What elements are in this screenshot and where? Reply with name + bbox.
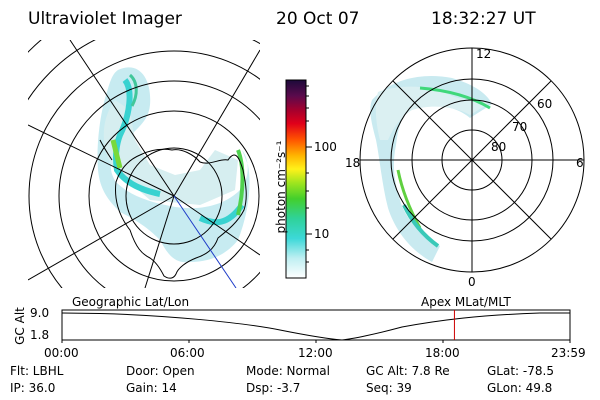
mode-info: Mode: Normal	[246, 364, 330, 378]
timeline-x-tick-0600: 06:00	[170, 346, 205, 360]
timeline-y-tick-1-8: 1.8	[30, 328, 50, 342]
colorbar-unit-label: photon cm⁻²s⁻¹	[274, 140, 288, 234]
mlat-label-60: 60	[537, 97, 553, 111]
polar-mlt-lines	[360, 48, 584, 272]
filter-info: Flt: LBHL	[10, 364, 64, 378]
mlt-label-18: 18	[345, 156, 361, 170]
dsp-info: Dsp: -3.7	[246, 381, 301, 395]
timeline-y-axis-label: GC Alt	[13, 307, 27, 345]
colorbar-tick-100: 100	[314, 140, 337, 154]
mlat-label-70: 70	[512, 120, 528, 134]
sun-direction-line	[173, 195, 237, 288]
timeline-x-tick-1200: 12:00	[298, 346, 333, 360]
meridian-lines	[28, 40, 260, 288]
time-label: 18:32:27 UT	[431, 9, 536, 29]
timeline-left-caption: Geographic Lat/Lon	[72, 295, 190, 309]
ip-info: IP: 36.0	[10, 381, 56, 395]
mlt-label-6: 6	[576, 156, 584, 170]
instrument-title: Ultraviolet Imager	[28, 9, 182, 29]
antarctica-coastline	[115, 148, 247, 279]
geographic-map	[28, 40, 260, 288]
altitude-curve	[61, 312, 570, 341]
latitude-circles	[28, 40, 260, 288]
gc-alt-info: GC Alt: 7.8 Re	[366, 364, 450, 378]
mlt-label-12: 12	[476, 47, 492, 61]
colorbar	[285, 79, 307, 279]
geographic-auroral-emission	[97, 67, 250, 263]
timeline-x-tick-2359: 23:59	[551, 346, 586, 360]
timeline-right-caption: Apex MLat/MLT	[421, 295, 511, 309]
mlat-label-80: 80	[491, 140, 507, 154]
polar-mlt-plot	[359, 47, 585, 273]
date-label: 20 Oct 07	[276, 9, 360, 29]
timeline-frame	[61, 309, 571, 341]
timeline-x-tick-1800: 18:00	[425, 346, 460, 360]
gain-info: Gain: 14	[126, 381, 177, 395]
seq-info: Seq: 39	[366, 381, 412, 395]
mlt-label-0: 0	[468, 275, 476, 289]
glat-info: GLat: -78.5	[487, 364, 554, 378]
timeline-panel	[61, 309, 571, 343]
glon-info: GLon: 49.8	[487, 381, 553, 395]
polar-auroral-emission	[370, 76, 492, 262]
timeline-ticks	[61, 340, 571, 343]
door-info: Door: Open	[126, 364, 195, 378]
colorbar-tick-10: 10	[314, 227, 330, 241]
colorbar-ticks	[306, 85, 312, 263]
timeline-x-tick-0000: 00:00	[44, 346, 79, 360]
timeline-y-tick-9: 9.0	[30, 306, 50, 320]
